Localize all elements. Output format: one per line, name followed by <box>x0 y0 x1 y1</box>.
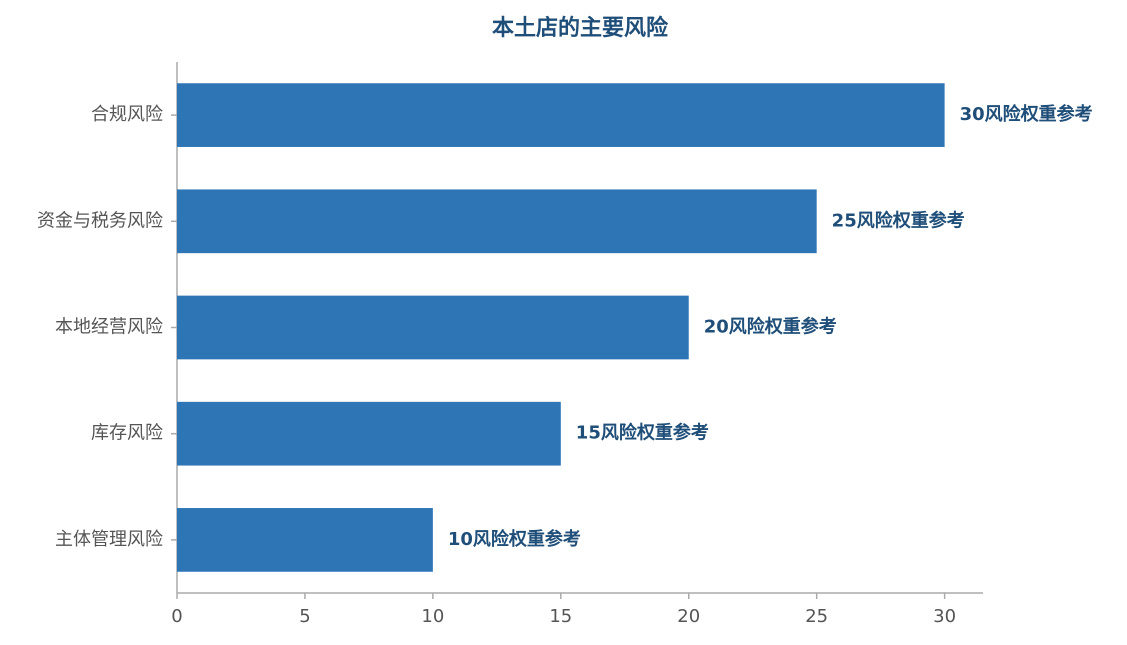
bar <box>177 508 433 572</box>
x-tick-label: 30 <box>933 606 956 627</box>
x-tick-label: 5 <box>299 606 310 627</box>
x-tick-label: 0 <box>171 606 182 627</box>
bar <box>177 401 561 466</box>
x-tick-label: 15 <box>549 606 572 627</box>
x-tick-label: 25 <box>805 606 828 627</box>
bar <box>177 189 817 254</box>
value-label: 30风险权重参考 <box>960 103 1093 125</box>
y-tick-label: 库存风险 <box>91 423 163 444</box>
value-label: 15风险权重参考 <box>576 422 709 444</box>
y-tick-label: 资金与税务风险 <box>37 210 163 231</box>
bar <box>177 295 689 360</box>
y-tick-label: 本地经营风险 <box>55 317 163 338</box>
bar <box>177 83 945 147</box>
x-tick-label: 10 <box>421 606 444 627</box>
y-tick-label: 合规风险 <box>91 104 163 125</box>
value-label: 20风险权重参考 <box>704 316 837 338</box>
chart-title: 本土店的主要风险 <box>492 15 669 41</box>
value-label: 25风险权重参考 <box>832 209 965 231</box>
y-tick-label: 主体管理风险 <box>55 529 163 550</box>
x-tick-label: 20 <box>677 606 700 627</box>
value-label: 10风险权重参考 <box>448 528 581 550</box>
